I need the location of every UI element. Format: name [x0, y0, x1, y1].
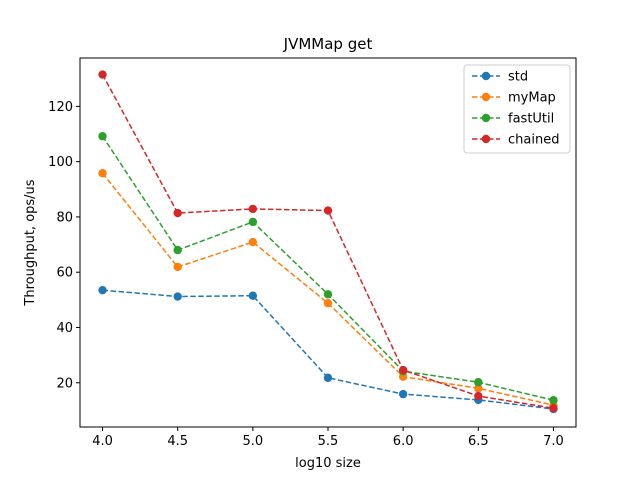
- series-chained: [98, 70, 558, 413]
- plot-frame: [79, 57, 577, 428]
- data-point-fastUtil: [549, 395, 558, 405]
- x-tick-label: 5.5: [318, 434, 339, 449]
- y-tick-label: 100: [48, 155, 73, 170]
- data-point-myMap: [248, 237, 258, 247]
- x-tick-label: 4.5: [167, 434, 188, 449]
- x-tick-label: 6.0: [393, 434, 414, 449]
- data-point-chained: [398, 365, 408, 375]
- y-tick-label: 120: [48, 100, 73, 115]
- data-point-chained: [323, 206, 333, 215]
- data-point-chained: [549, 404, 558, 413]
- data-point-chained: [98, 70, 107, 79]
- legend-label-myMap: myMap: [508, 91, 556, 106]
- series-myMap: [98, 169, 558, 410]
- y-tick-label: 80: [56, 210, 73, 225]
- data-point-chained: [173, 208, 182, 218]
- data-point-std: [323, 373, 333, 382]
- y-axis-label: Throughput, ops/us: [23, 179, 38, 306]
- legend-marker-chained: [481, 134, 491, 144]
- legend-marker-fastUtil: [481, 113, 491, 123]
- data-point-myMap: [323, 298, 333, 308]
- data-point-std: [98, 285, 107, 295]
- data-point-std: [248, 291, 258, 300]
- chart-title: JVMMap get: [283, 35, 373, 53]
- y-tick-label: 40: [56, 321, 73, 336]
- legend-label-chained: chained: [508, 133, 559, 148]
- data-point-fastUtil: [474, 378, 483, 387]
- data-point-std: [398, 389, 408, 399]
- legend-box: [463, 64, 571, 154]
- data-point-myMap: [98, 169, 107, 178]
- legend-marker-myMap: [481, 92, 491, 102]
- x-tick-label: 5.0: [243, 434, 264, 449]
- data-point-fastUtil: [323, 290, 333, 299]
- data-point-myMap: [173, 262, 182, 272]
- data-point-myMap: [474, 384, 483, 393]
- data-point-std: [173, 292, 182, 301]
- data-point-chained: [474, 391, 483, 401]
- x-axis-label: log10 size: [295, 456, 361, 471]
- series-std: [98, 285, 558, 414]
- legend-label-std: std: [508, 70, 528, 85]
- data-point-fastUtil: [173, 245, 182, 255]
- data-point-chained: [248, 204, 258, 214]
- y-tick-label: 60: [56, 266, 73, 281]
- x-tick-label: 7.0: [543, 434, 564, 449]
- legend-marker-std: [481, 71, 491, 81]
- x-tick-label: 4.0: [92, 434, 113, 449]
- legend-label-fastUtil: fastUtil: [508, 112, 554, 127]
- x-tick-label: 6.5: [468, 434, 489, 449]
- data-point-fastUtil: [98, 132, 107, 141]
- legend: std myMap fastUtil chained: [463, 64, 571, 154]
- data-point-fastUtil: [248, 217, 258, 227]
- y-tick-label: 20: [56, 376, 73, 391]
